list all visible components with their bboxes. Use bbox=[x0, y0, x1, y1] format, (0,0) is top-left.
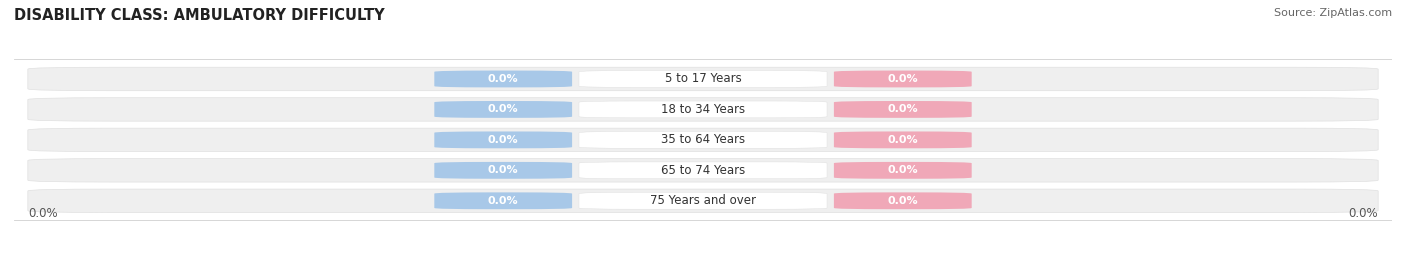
Text: 75 Years and over: 75 Years and over bbox=[650, 194, 756, 207]
Text: 5 to 17 Years: 5 to 17 Years bbox=[665, 72, 741, 86]
FancyBboxPatch shape bbox=[579, 162, 827, 179]
FancyBboxPatch shape bbox=[834, 192, 972, 209]
Text: 0.0%: 0.0% bbox=[488, 135, 519, 145]
FancyBboxPatch shape bbox=[28, 98, 1378, 121]
FancyBboxPatch shape bbox=[434, 101, 572, 118]
FancyBboxPatch shape bbox=[579, 70, 827, 87]
Text: 0.0%: 0.0% bbox=[488, 196, 519, 206]
Text: 0.0%: 0.0% bbox=[488, 165, 519, 175]
Text: 0.0%: 0.0% bbox=[1348, 207, 1378, 220]
Text: 0.0%: 0.0% bbox=[887, 135, 918, 145]
FancyBboxPatch shape bbox=[28, 189, 1378, 213]
Text: 18 to 34 Years: 18 to 34 Years bbox=[661, 103, 745, 116]
FancyBboxPatch shape bbox=[434, 162, 572, 179]
Text: Source: ZipAtlas.com: Source: ZipAtlas.com bbox=[1274, 8, 1392, 18]
FancyBboxPatch shape bbox=[834, 132, 972, 148]
Text: 0.0%: 0.0% bbox=[488, 74, 519, 84]
Text: 65 to 74 Years: 65 to 74 Years bbox=[661, 164, 745, 177]
Text: 0.0%: 0.0% bbox=[887, 74, 918, 84]
Text: 0.0%: 0.0% bbox=[488, 104, 519, 114]
FancyBboxPatch shape bbox=[28, 128, 1378, 152]
FancyBboxPatch shape bbox=[834, 101, 972, 118]
Text: DISABILITY CLASS: AMBULATORY DIFFICULTY: DISABILITY CLASS: AMBULATORY DIFFICULTY bbox=[14, 8, 385, 23]
Text: 0.0%: 0.0% bbox=[28, 207, 58, 220]
FancyBboxPatch shape bbox=[434, 70, 572, 87]
FancyBboxPatch shape bbox=[834, 70, 972, 87]
Text: 0.0%: 0.0% bbox=[887, 196, 918, 206]
FancyBboxPatch shape bbox=[579, 101, 827, 118]
Text: 35 to 64 Years: 35 to 64 Years bbox=[661, 133, 745, 146]
FancyBboxPatch shape bbox=[434, 132, 572, 148]
FancyBboxPatch shape bbox=[28, 159, 1378, 182]
Text: 0.0%: 0.0% bbox=[887, 165, 918, 175]
FancyBboxPatch shape bbox=[434, 192, 572, 209]
FancyBboxPatch shape bbox=[28, 67, 1378, 91]
FancyBboxPatch shape bbox=[834, 162, 972, 179]
FancyBboxPatch shape bbox=[579, 132, 827, 148]
Text: 0.0%: 0.0% bbox=[887, 104, 918, 114]
FancyBboxPatch shape bbox=[579, 192, 827, 209]
